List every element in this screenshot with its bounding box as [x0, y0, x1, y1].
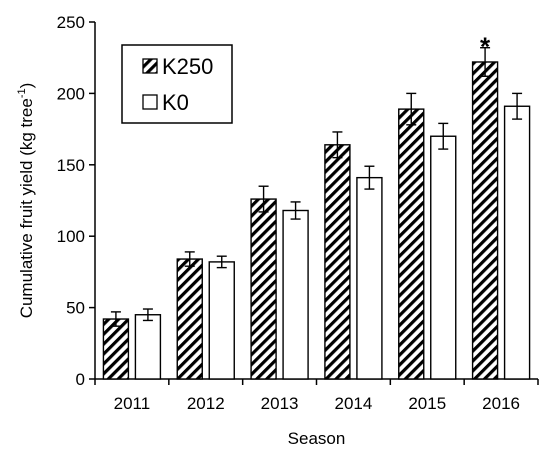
legend-label-k250: K250 — [162, 54, 213, 79]
y-tick-label: 0 — [76, 370, 85, 389]
x-tick-label: 2016 — [482, 394, 520, 413]
x-tick-label: 2011 — [114, 394, 151, 413]
x-tick-label: 2012 — [187, 394, 225, 413]
bar-k0 — [134, 314, 162, 380]
y-axis-title-superscript: -1 — [16, 88, 28, 98]
legend: K250 K0 — [121, 44, 233, 124]
significance-asterisk: * — [480, 32, 491, 62]
bar-k250 — [250, 198, 277, 380]
bar-k0 — [356, 176, 383, 380]
bar-k0 — [208, 261, 235, 380]
legend-swatch-k250 — [142, 58, 158, 74]
y-tick-label: 50 — [66, 299, 85, 318]
bar-k250 — [324, 144, 351, 380]
x-axis-title: Season — [288, 429, 346, 448]
x-tick-label: 2013 — [261, 394, 299, 413]
legend-label-k0: K0 — [162, 90, 189, 115]
y-axis-title-suffix: ) — [17, 83, 36, 89]
y-tick-label: 150 — [57, 156, 85, 175]
bar-k0 — [503, 105, 531, 380]
bar-k250 — [176, 258, 203, 380]
x-tick-label: 2015 — [408, 394, 446, 413]
bar-k0 — [282, 209, 309, 380]
y-axis-title: Cumulative fruit yield (kg tree-1) — [16, 83, 36, 319]
y-tick-label: 200 — [57, 84, 85, 103]
legend-box — [121, 44, 233, 124]
legend-swatch-k0 — [142, 94, 158, 110]
bar-k0 — [430, 135, 457, 380]
bar-k250 — [102, 318, 130, 380]
y-tick-label: 100 — [57, 227, 85, 246]
x-tick-label: 2014 — [335, 394, 373, 413]
bar-k250 — [398, 108, 425, 380]
bar-k250 — [471, 61, 499, 380]
y-axis-title-main: Cumulative fruit yield (kg tree — [17, 98, 36, 318]
y-tick-label: 250 — [57, 13, 85, 32]
